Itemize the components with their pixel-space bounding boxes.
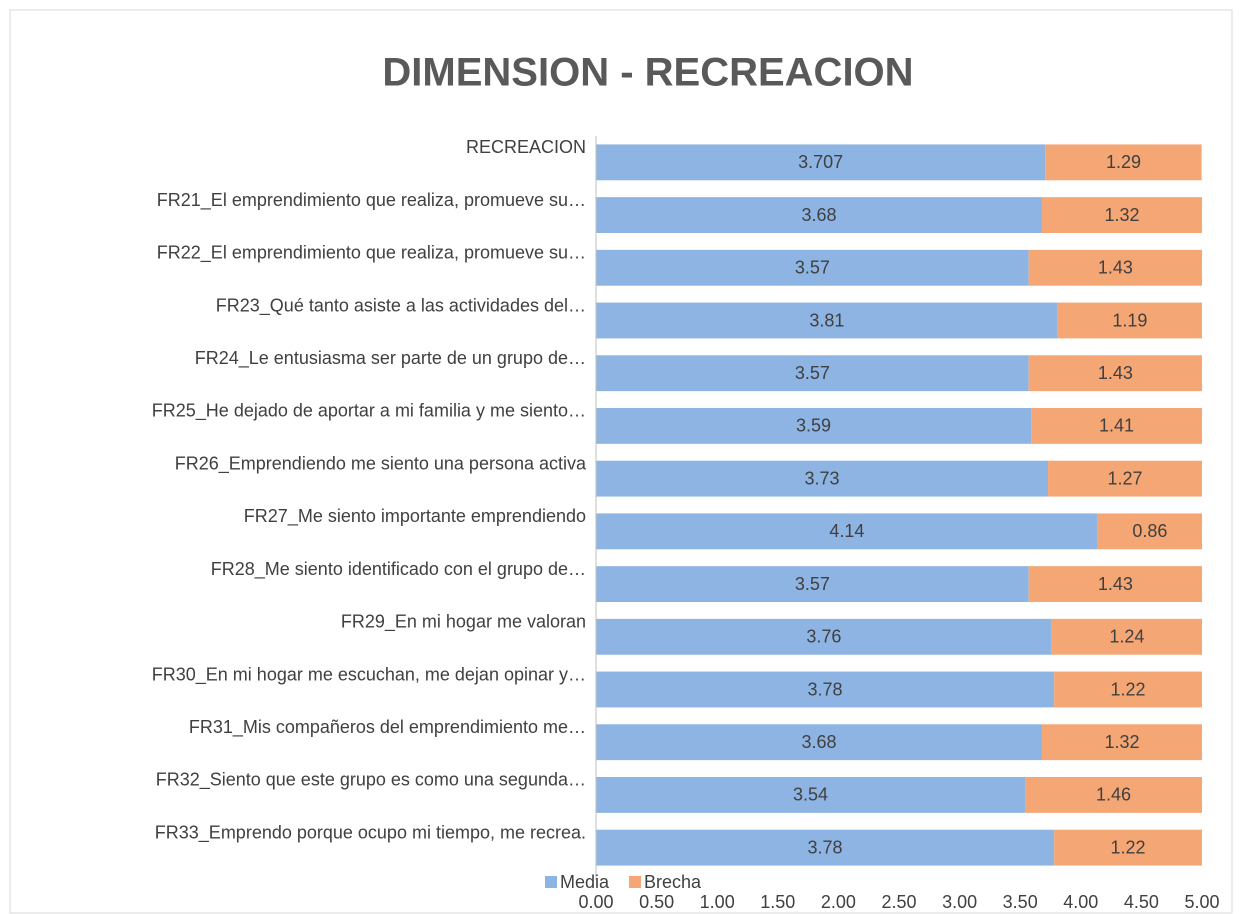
y-tick-label: FR28_Me siento identificado con el grupo…: [211, 559, 586, 580]
x-tick-label: 4.50: [1124, 892, 1159, 912]
y-tick-label: FR32_Siento que este grupo es como una s…: [156, 770, 586, 791]
y-tick-label: FR22_El emprendimiento que realiza, prom…: [157, 243, 586, 264]
x-tick-label: 3.50: [1003, 892, 1038, 912]
bar-segment: [596, 408, 1032, 444]
data-label: 3.707: [798, 152, 843, 172]
data-label: 3.73: [805, 468, 840, 488]
y-tick-label: FR26_Emprendiendo me siento una persona …: [175, 453, 587, 474]
bar-segment: [1028, 566, 1202, 602]
bar-segment: [596, 513, 1098, 550]
bar-segment: [1028, 355, 1202, 392]
data-label: 3.57: [795, 258, 830, 278]
y-tick-label: RECREACION: [466, 137, 586, 157]
data-label: 3.57: [795, 574, 830, 594]
bar-segment: [1031, 408, 1202, 444]
x-tick-label: 1.50: [760, 892, 795, 912]
y-tick-label: FR31_Mis compañeros del emprendimiento m…: [189, 717, 586, 738]
bar-segment: [1097, 513, 1202, 550]
y-tick-label: FR23_Qué tanto asiste a las actividades …: [216, 295, 586, 316]
data-label: 3.59: [796, 416, 831, 436]
data-label: 1.43: [1098, 258, 1133, 278]
bar-segment: [596, 724, 1043, 761]
bar-segment: [1042, 197, 1202, 233]
x-tick-label: 2.00: [821, 892, 856, 912]
data-label: 1.27: [1108, 468, 1143, 488]
data-label: 1.24: [1109, 627, 1144, 647]
data-label: 1.19: [1112, 310, 1147, 330]
bar-segment: [1028, 249, 1202, 286]
bar-segment: [596, 249, 1029, 286]
y-tick-label: FR25_He dejado de aportar a mi familia y…: [152, 401, 586, 422]
bar-segment: [596, 829, 1055, 866]
y-tick-label: FR27_Me siento importante emprendiendo: [244, 506, 586, 527]
legend-swatch: [545, 876, 557, 888]
data-label: 3.57: [795, 363, 830, 383]
bar-segment: [1054, 671, 1202, 708]
data-label: 1.22: [1111, 837, 1146, 857]
bar-segment: [596, 144, 1046, 181]
x-tick-label: 0.50: [639, 892, 674, 912]
y-tick-label: FR24_Le entusiasma ser parte de un grupo…: [195, 348, 586, 369]
data-label: 4.14: [829, 521, 864, 541]
data-label: 3.78: [808, 837, 843, 857]
legend-label: Media: [560, 872, 610, 892]
data-label: 3.68: [801, 205, 836, 225]
bar-segment: [1042, 724, 1202, 761]
data-label: 3.78: [808, 679, 843, 699]
chart-title: DIMENSION - RECREACION: [382, 51, 913, 95]
bar-segment: [1048, 460, 1202, 497]
bar-segment: [596, 197, 1043, 233]
data-label: 3.81: [809, 310, 844, 330]
y-tick-label: FR33_Emprendo porque ocupo mi tiempo, me…: [155, 822, 586, 843]
x-tick-label: 5.00: [1184, 892, 1219, 912]
data-label: 1.43: [1098, 574, 1133, 594]
bar-segment: [596, 777, 1026, 813]
bar-segment: [1045, 144, 1202, 181]
y-tick-label: FR21_El emprendimiento que realiza, prom…: [157, 190, 586, 211]
x-tick-label: 1.00: [700, 892, 735, 912]
data-label: 3.68: [801, 732, 836, 752]
y-tick-label: FR29_En mi hogar me valoran: [341, 612, 586, 633]
bar-segment: [596, 460, 1049, 497]
x-tick-label: 0.00: [578, 892, 613, 912]
bar-segment: [596, 355, 1029, 392]
bar-segment: [1025, 777, 1202, 813]
bar-segment: [1051, 618, 1202, 655]
bar-segment: [1057, 302, 1202, 339]
x-tick-label: 4.00: [1063, 892, 1098, 912]
bar-segment: [596, 302, 1058, 339]
legend-label: Brecha: [644, 872, 702, 892]
bar-segment: [596, 671, 1055, 708]
data-label: 1.32: [1104, 732, 1139, 752]
bar-segment: [596, 566, 1029, 602]
data-label: 1.29: [1106, 152, 1141, 172]
data-label: 1.41: [1099, 416, 1134, 436]
bar-segment: [596, 618, 1052, 655]
data-label: 3.54: [793, 785, 828, 805]
data-label: 1.22: [1111, 679, 1146, 699]
x-tick-label: 3.00: [942, 892, 977, 912]
data-label: 1.32: [1104, 205, 1139, 225]
data-label: 0.86: [1132, 521, 1167, 541]
y-tick-label: FR30_En mi hogar me escuchan, me dejan o…: [152, 664, 586, 685]
data-label: 1.46: [1096, 785, 1131, 805]
bar-segment: [1054, 829, 1202, 866]
legend-swatch: [629, 876, 642, 888]
data-label: 3.76: [806, 627, 841, 647]
data-label: 1.43: [1098, 363, 1133, 383]
x-tick-label: 2.50: [881, 892, 916, 912]
